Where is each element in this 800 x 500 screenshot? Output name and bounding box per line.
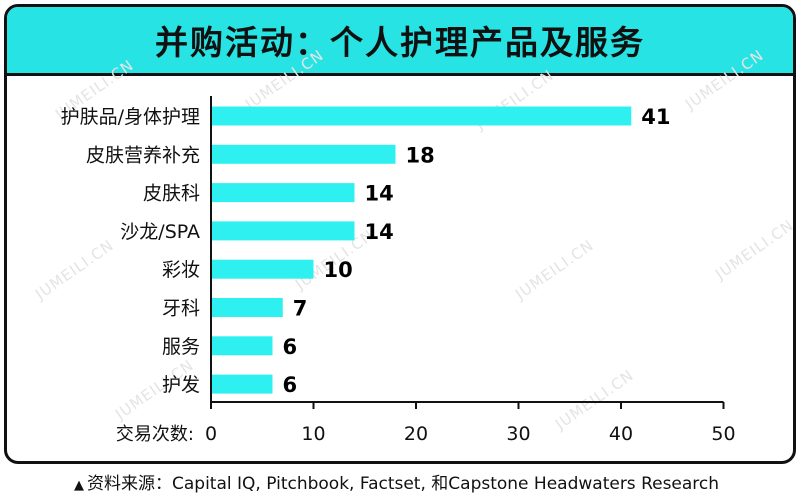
watermark-text: JUMEILI.CN	[681, 46, 767, 114]
value-label: 14	[365, 220, 394, 244]
category-label: 彩妆	[162, 259, 200, 281]
title-bar: 并购活动：个人护理产品及服务	[7, 7, 793, 76]
bar	[211, 298, 283, 317]
value-label: 6	[283, 373, 298, 397]
value-label: 14	[365, 182, 394, 206]
category-label: 护肤品/身体护理	[61, 106, 200, 128]
chart-title: 并购活动：个人护理产品及服务	[155, 23, 645, 62]
value-label: 10	[324, 258, 353, 282]
watermark-text: JUMEILI.CN	[711, 216, 797, 284]
x-axis-label: 交易次数:	[116, 424, 194, 445]
triangle-icon: ▲	[74, 478, 84, 493]
bar	[211, 144, 396, 164]
bar	[211, 221, 355, 241]
category-label: 皮肤科	[143, 183, 200, 205]
bar	[211, 183, 355, 203]
x-tick-label: 0	[205, 423, 217, 445]
source-note: ▲ 资料来源：Capital IQ, Pitchbook, Factset, 和C…	[74, 469, 719, 494]
category-label: 皮肤营养补充	[86, 144, 200, 166]
watermark-text: JUMEILI.CN	[511, 236, 597, 304]
category-label: 护发	[162, 374, 200, 396]
chart-frame: 并购活动：个人护理产品及服务	[4, 4, 796, 464]
source-text: 资料来源：Capital IQ, Pitchbook, Factset, 和Ca…	[87, 474, 720, 494]
value-label: 6	[283, 335, 298, 359]
value-label: 7	[293, 297, 308, 321]
category-label: 服务	[162, 336, 200, 358]
category-label: 牙科	[162, 298, 200, 320]
value-label: 18	[406, 143, 435, 167]
value-label: 41	[641, 105, 670, 129]
x-tick-label: 50	[711, 423, 735, 445]
category-label: 沙龙/SPA	[120, 221, 200, 243]
x-tick-label: 20	[404, 423, 428, 445]
bar	[211, 259, 314, 279]
x-tick-label: 10	[301, 423, 325, 445]
bar	[211, 106, 632, 126]
x-tick-label: 40	[609, 423, 633, 445]
watermark-text: JUMEILI.CN	[241, 46, 327, 114]
bar	[211, 374, 273, 394]
x-tick-label: 30	[506, 423, 530, 445]
bar	[211, 336, 273, 356]
watermark-text: JUMEILI.CN	[31, 236, 117, 304]
